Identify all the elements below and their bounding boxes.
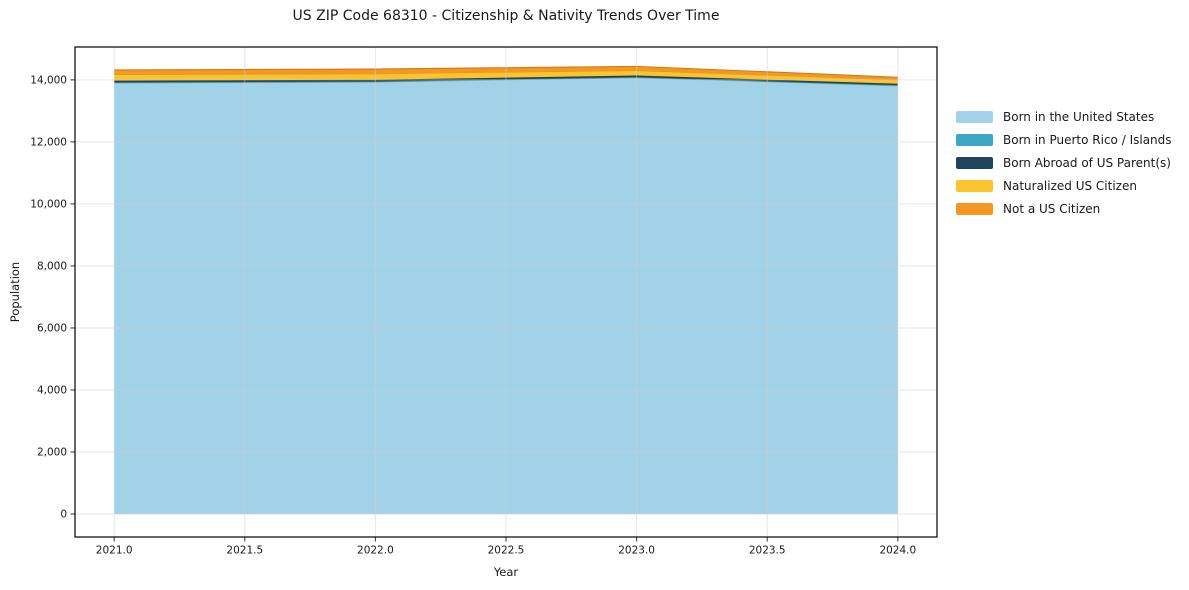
x-tick-label: 2022.5: [488, 545, 525, 557]
legend-item-born-abroad: Born Abroad of US Parent(s): [956, 151, 1172, 174]
legend-label: Born Abroad of US Parent(s): [1003, 155, 1171, 170]
legend-swatch-naturalized: [956, 179, 993, 192]
legend-swatch-born-us: [956, 110, 993, 123]
x-tick-label: 2023.0: [618, 545, 655, 557]
x-tick-label: 2021.0: [96, 545, 133, 557]
x-tick-label: 2021.5: [226, 545, 263, 557]
legend-label: Born in Puerto Rico / Islands: [1003, 132, 1172, 147]
y-tick-label: 10,000: [30, 198, 67, 210]
y-tick-label: 2,000: [37, 447, 67, 459]
y-tick-label: 6,000: [37, 322, 67, 334]
legend-label: Not a US Citizen: [1003, 201, 1101, 216]
x-tick-label: 2024.0: [879, 545, 916, 557]
legend-item-born-pr: Born in Puerto Rico / Islands: [956, 128, 1172, 151]
x-tick-label: 2022.0: [357, 545, 394, 557]
legend-item-not-citizen: Not a US Citizen: [956, 197, 1172, 220]
y-tick-label: 8,000: [37, 260, 67, 272]
legend-swatch-born-pr: [956, 133, 993, 146]
x-axis-label: Year: [493, 565, 519, 579]
plot-border: [74, 46, 938, 538]
x-tick-label: 2023.5: [749, 545, 786, 557]
y-tick-label: 4,000: [37, 385, 67, 397]
legend-swatch-born-abroad: [956, 156, 993, 169]
legend: Born in the United States Born in Puerto…: [956, 105, 1172, 220]
legend-item-naturalized: Naturalized US Citizen: [956, 174, 1172, 197]
y-tick-label: 12,000: [30, 136, 67, 148]
legend-label: Naturalized US Citizen: [1003, 178, 1137, 193]
y-tick-label: 0: [60, 509, 67, 521]
legend-label: Born in the United States: [1003, 109, 1155, 124]
y-tick-label: 14,000: [30, 74, 67, 86]
chart-title: US ZIP Code 68310 - Citizenship & Nativi…: [292, 8, 720, 24]
legend-swatch-not-citizen: [956, 202, 993, 215]
legend-item-born-us: Born in the United States: [956, 105, 1172, 128]
